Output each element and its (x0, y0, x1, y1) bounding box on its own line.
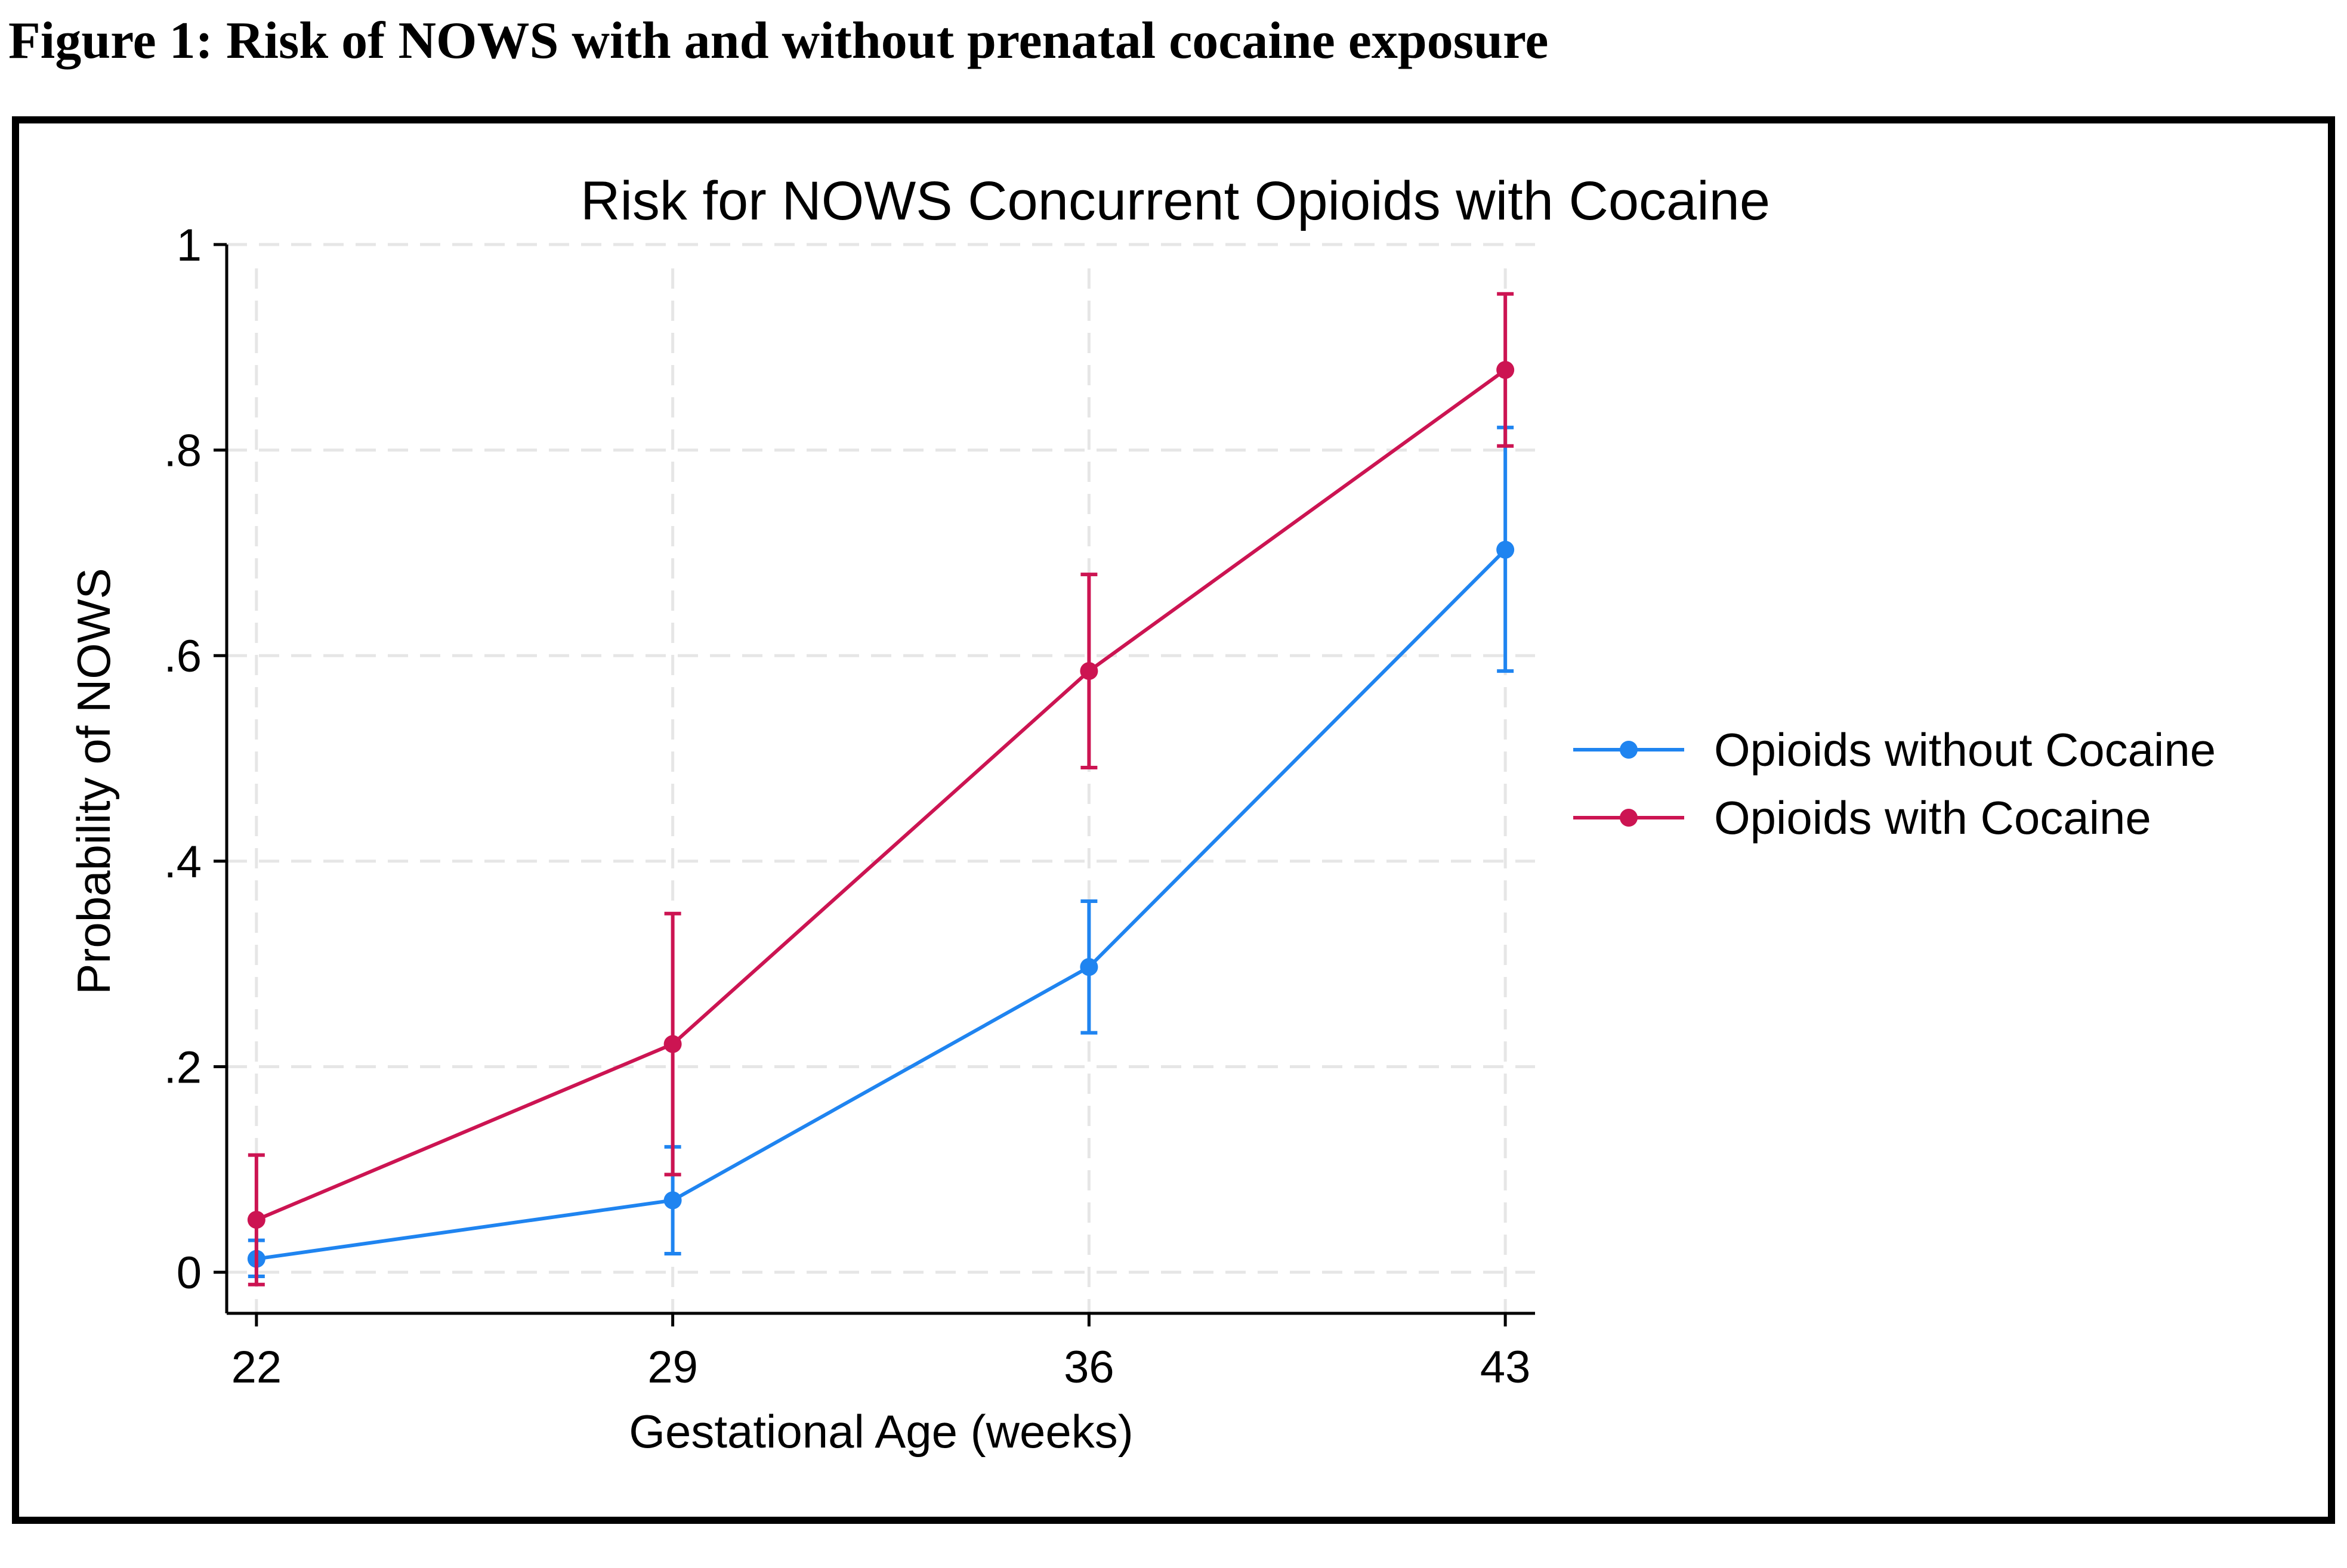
series-1 (247, 425, 1515, 1278)
series-line (255, 368, 1506, 1221)
series-layer (247, 292, 1515, 1286)
x-tick-label: 22 (231, 1342, 282, 1393)
legend-swatch-marker (1620, 809, 1638, 827)
y-tick-label: 1 (177, 220, 202, 271)
legend-label: Opioids with Cocaine (1714, 791, 2151, 844)
x-tick-label: 29 (647, 1342, 698, 1393)
legend-item: Opioids without Cocaine (1573, 723, 2216, 776)
figure-caption: Figure 1: Risk of NOWS with and without … (8, 12, 1549, 70)
y-tick-label: 0 (177, 1248, 202, 1298)
data-point (1080, 958, 1098, 976)
figure-frame (12, 116, 2335, 1524)
series-2 (247, 292, 1515, 1286)
grid-lines (227, 243, 1535, 1313)
y-axis-title: Probability of NOWS (67, 568, 120, 994)
chart-title: Risk for NOWS Concurrent Opioids with Co… (580, 171, 1770, 231)
x-axis-title: Gestational Age (weeks) (629, 1405, 1133, 1458)
legend-item: Opioids with Cocaine (1573, 791, 2151, 844)
data-point (247, 1211, 265, 1229)
y-tick-label: .4 (164, 837, 202, 887)
legend-swatch-marker (1620, 741, 1638, 759)
x-tick-label: 43 (1480, 1342, 1531, 1393)
y-tick-label: .2 (164, 1042, 202, 1093)
legend: Opioids without Cocaine Opioids with Coca… (1573, 723, 2216, 844)
data-point (1080, 662, 1098, 681)
axes: 0 .2 .4 .6 .8 1 22 29 36 43 (164, 220, 1535, 1393)
data-point (663, 1035, 682, 1053)
data-point (1496, 361, 1515, 379)
data-point (1496, 540, 1515, 559)
y-tick-label: .6 (164, 631, 202, 682)
data-point (663, 1191, 682, 1210)
series-line (256, 548, 1507, 1261)
y-tick-label: .8 (164, 426, 202, 477)
legend-label: Opioids without Cocaine (1714, 723, 2216, 776)
x-tick-label: 36 (1064, 1342, 1114, 1393)
